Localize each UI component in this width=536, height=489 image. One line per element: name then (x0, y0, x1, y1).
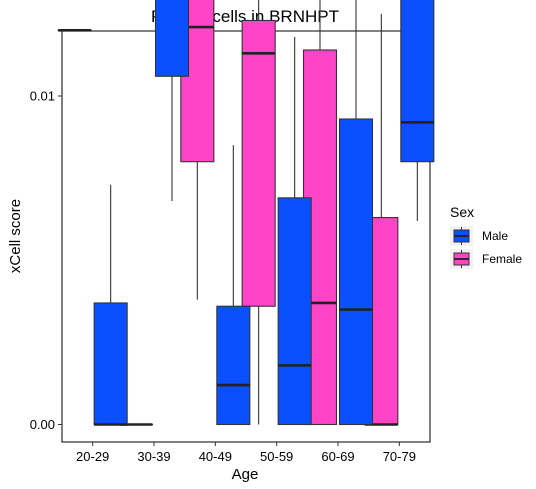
legend: Sex Male Female (450, 204, 522, 269)
x-tick-label: 30-39 (137, 449, 170, 464)
box-body (338, 118, 374, 426)
legend-key-male (450, 226, 473, 246)
legend-title: Sex (450, 204, 474, 220)
box-body (154, 0, 190, 77)
y-axis-title: xCell score (7, 199, 24, 273)
x-tick-label: 70-79 (383, 449, 416, 464)
box-male-30-39 (154, 0, 190, 202)
legend-label-female: Female (482, 252, 522, 266)
box-layer (57, 0, 435, 426)
y-tick-label: 0.01 (30, 89, 55, 104)
box-body (216, 305, 251, 426)
box-body (93, 302, 128, 426)
x-tick-label: 20-29 (76, 449, 109, 464)
legend-key-female (450, 249, 473, 269)
box-male-60-69 (338, 0, 374, 426)
box-body (241, 19, 276, 307)
legend-label-male: Male (482, 229, 508, 243)
box-male-40-49 (216, 145, 251, 426)
box-body (277, 197, 312, 426)
x-axis: 20-29 30-39 40-49 50-59 60-69 70-79 (76, 442, 416, 464)
x-tick-label: 60-69 (321, 449, 354, 464)
box-male-70-79 (400, 0, 435, 221)
box-male-50-59 (277, 36, 312, 426)
y-axis: 0.000.010.020.03 (30, 89, 62, 432)
x-tick-label: 50-59 (260, 449, 293, 464)
x-axis-title: Age (232, 466, 259, 483)
x-tick-label: 40-49 (199, 449, 232, 464)
box-male-20-29 (93, 184, 128, 426)
y-tick-label: 0.00 (30, 417, 55, 432)
box-body (400, 0, 435, 163)
box-female-50-59 (241, 0, 276, 425)
